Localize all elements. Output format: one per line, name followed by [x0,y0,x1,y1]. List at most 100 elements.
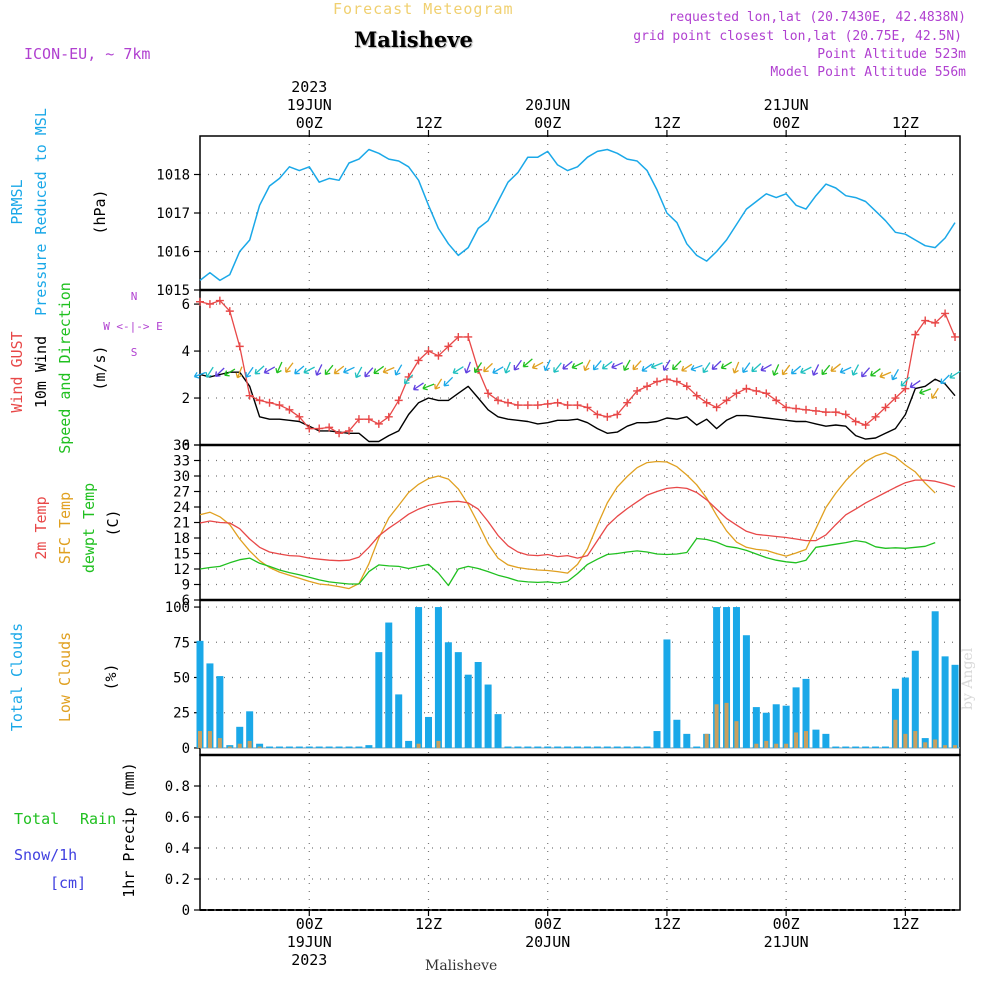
low-cloud-bar [734,721,739,748]
time-label-bottom: 12Z [892,915,919,933]
total-cloud-bar [375,652,383,748]
y-tick-label: 50 [173,671,190,687]
wind-direction-arrow [403,374,414,385]
precip-rain-label: Rain [80,810,116,828]
y-tick-label: 25 [173,706,190,722]
gust-marker [603,412,612,421]
total-cloud-bar [295,746,303,748]
wind-direction-arrow [343,366,355,375]
total-cloud-bar [544,746,552,748]
wind-direction-arrow [870,368,881,377]
wind-gust-label: Wind GUST [8,331,26,412]
y-tick-label: 1018 [156,168,190,184]
gust-marker [692,391,701,400]
gust-marker [414,356,423,365]
pressure-label-desc: Pressure Reduced to MSL [32,108,50,316]
total-cloud-bar [643,746,651,748]
panel-wind: 0 2 4 6 [182,289,961,454]
panel-frame [199,135,961,291]
total-cloud-bar [802,678,810,748]
wind-direction-arrow [394,364,403,376]
temp-unit: (C) [104,509,122,536]
total-cloud-bar [206,663,214,748]
low-cloud-bar [804,731,809,748]
gust-marker [722,396,731,405]
y-tick-label: 21 [173,516,190,532]
gust-marker [732,389,741,398]
wind-unit: (m/s) [91,345,109,390]
wind-direction-arrow [324,364,334,376]
wind-direction-arrow [285,362,294,373]
wind-direction-arrow [611,362,624,370]
total-cloud-bar [266,746,274,748]
gust-marker [921,316,930,325]
low-cloud-bar [704,733,709,748]
total-cloud-bar [862,746,870,748]
pressure-line [199,148,956,282]
gust-marker [851,417,860,426]
total-cloud-bar [325,746,333,748]
y-tick-label: 27 [173,485,190,501]
wind-direction-arrow [949,370,961,379]
low-cloud-bar [764,740,769,748]
gust-marker [901,384,910,393]
wind-direction-arrow [891,369,899,381]
total-cloud-bar [275,746,283,748]
total-cloud-bar [285,746,293,748]
time-label-top: 2023 [291,78,327,96]
gust-marker [325,423,334,432]
wind-direction-arrow [473,362,483,374]
gust-marker [285,405,294,414]
wind-direction-arrow [930,387,939,400]
total-cloud-bar [236,726,244,748]
precip-total-label: Total [14,810,59,828]
wind-direction-arrow [650,362,663,370]
gust-marker [434,351,443,360]
gust-marker [782,403,791,412]
temp-sfc-label: SFC Temp [56,492,74,564]
total-cloud-bar [514,746,522,748]
wind-direction-arrow [760,364,772,372]
total-cloud-bar [424,716,432,748]
total-cloud-bar [653,731,661,748]
total-cloud-bar [434,607,442,748]
y-tick-label: 12 [173,562,190,578]
y-tick-label: 1017 [156,206,190,222]
wind-direction-arrow [681,363,693,372]
total-cloud-bar [683,733,691,748]
y-tick-label: 100 [165,600,190,616]
wind-direction-arrow [781,364,791,376]
compass-west-east: W <-|-> E [103,320,163,333]
y-tick-label: 2 [182,391,190,407]
gust-marker [811,406,820,415]
wind-direction-arrow [333,365,345,375]
total-cloud-bar [901,677,909,748]
gust-marker [821,408,830,417]
time-label-top: 00Z [773,114,800,132]
gust-marker [891,394,900,403]
low-cloud-bar [794,732,799,748]
total-cloud-bar [663,639,671,748]
gust-marker [275,401,284,410]
wind-direction-arrow [443,376,454,387]
time-label-bottom: 00Z [773,915,800,933]
total-cloud-bar [742,635,750,748]
wind-direction-arrow [879,371,892,379]
gust-marker [573,401,582,410]
wind-direction-arrow [909,380,921,389]
time-label-bottom: 21JUN [764,933,809,951]
compass-south: S [131,346,138,359]
low-cloud-bar [774,743,779,748]
precip-snow-unit: [cm] [50,874,86,892]
gust-marker [494,396,503,405]
gust-marker [802,405,811,414]
total-cloud-bar [385,622,393,748]
total-cloud-bar [842,746,850,748]
compass-north: N [131,290,138,303]
total-cloud-bar [623,746,631,748]
total-cloud-bar [365,745,373,748]
total-cloud-bar [415,607,423,748]
y-tick-label: 4 [182,344,190,360]
total-cloud-bar [395,694,403,748]
gust-marker [682,382,691,391]
